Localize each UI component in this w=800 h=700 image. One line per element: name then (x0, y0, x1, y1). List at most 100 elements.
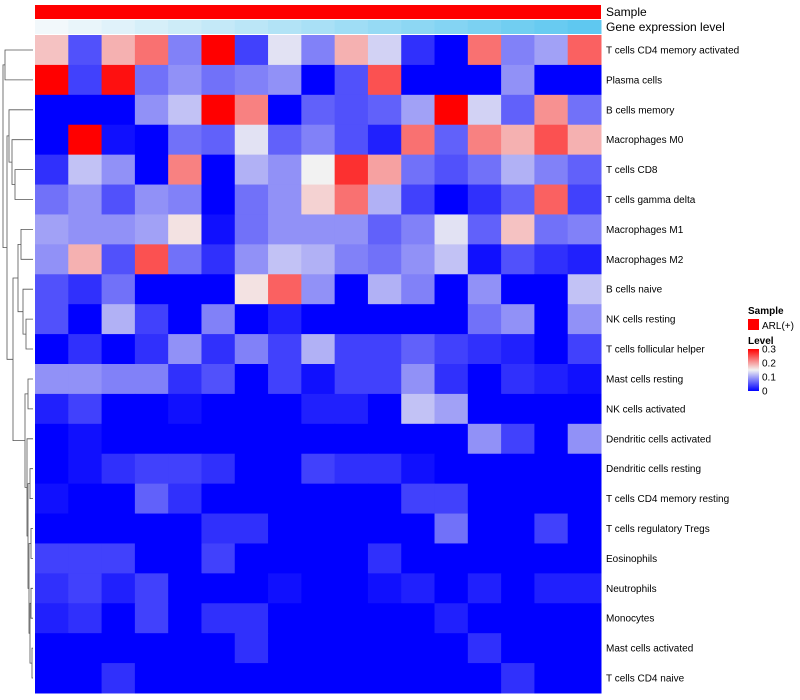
heatmap-cell (334, 483, 369, 515)
heatmap-cell (201, 244, 236, 275)
heatmap-cell (334, 94, 369, 126)
heatmap-cell (68, 663, 103, 694)
heatmap-cell (367, 214, 402, 245)
heatmap-cell (101, 483, 136, 515)
heatmap-cell (168, 423, 202, 455)
heatmap-cell (201, 184, 236, 215)
heatmap-cell (234, 543, 269, 574)
heatmap-cell (168, 154, 202, 186)
heatmap-cell (567, 663, 602, 694)
heatmap-cell (401, 543, 436, 574)
heatmap-cell (434, 334, 469, 365)
heatmap-cell (168, 334, 202, 365)
heatmap-cell (201, 603, 236, 634)
heatmap-cell (134, 573, 169, 604)
expression-cell (201, 20, 236, 34)
dendrogram-branch (31, 647, 33, 679)
heatmap-cell (35, 184, 69, 215)
dendrogram-branch (29, 468, 33, 499)
row-label: Macrophages M1 (606, 225, 684, 236)
heatmap-cell (68, 603, 103, 634)
heatmap-cell (501, 543, 535, 574)
heatmap-cell (35, 423, 69, 455)
heatmap-cell (534, 304, 569, 335)
heatmap-cell (367, 124, 402, 156)
heatmap-cell (234, 184, 269, 215)
heatmap-cell (434, 393, 469, 425)
heatmap-cell (434, 244, 469, 275)
heatmap-cell (334, 543, 369, 574)
heatmap-cell (201, 334, 236, 365)
heatmap-cell (234, 603, 269, 634)
heatmap-cell (367, 304, 402, 335)
row-label: NK cells activated (606, 404, 685, 415)
legend-sample-item: ARL(+) (762, 321, 794, 332)
heatmap-cell (301, 483, 336, 515)
heatmap-cell (467, 483, 502, 515)
heatmap-cell (168, 513, 202, 544)
heatmap-cell (401, 244, 436, 275)
heatmap-cell (301, 513, 336, 544)
heatmap-cell (134, 423, 169, 455)
heatmap-cell (68, 94, 103, 126)
heatmap-cell (467, 64, 502, 96)
expression-cell (68, 20, 103, 34)
heatmap-cell (434, 94, 469, 126)
heatmap-cell (268, 663, 302, 694)
heatmap-cell (334, 453, 369, 485)
heatmap-cell (68, 393, 103, 425)
heatmap-cell (367, 483, 402, 515)
heatmap-cell (134, 663, 169, 694)
heatmap-cell (434, 573, 469, 604)
heatmap-cell (534, 35, 569, 66)
heatmap-cell (401, 184, 436, 215)
heatmap-cell (401, 334, 436, 365)
expression-annotation-title: Gene expression level (606, 20, 725, 34)
heatmap-cell (234, 483, 269, 515)
heatmap-cell (301, 334, 336, 365)
heatmap-cell (501, 483, 535, 515)
heatmap-cell (301, 244, 336, 275)
heatmap-cell (434, 513, 469, 544)
row-label: B cells naive (606, 285, 663, 296)
heatmap-cell (168, 603, 202, 634)
heatmap-cell (501, 334, 535, 365)
legend-tick-label: 0.2 (762, 359, 776, 370)
heatmap-cell (501, 603, 535, 634)
row-label: Macrophages M2 (606, 255, 684, 266)
heatmap-cell (268, 274, 302, 305)
heatmap-cell (434, 214, 469, 245)
heatmap-cell (134, 35, 169, 66)
heatmap-cell (134, 364, 169, 395)
heatmap-cell (234, 124, 269, 156)
heatmap-cell (501, 423, 535, 455)
dendrogram-branch (27, 378, 33, 410)
heatmap-cell (434, 633, 469, 664)
row-label: Eosinophils (606, 554, 657, 565)
heatmap-cell (434, 124, 469, 156)
row-label: T cells CD4 naive (606, 674, 685, 685)
heatmap-cell (467, 244, 502, 275)
heatmap-cell (401, 94, 436, 126)
row-label: Mast cells activated (606, 644, 693, 655)
heatmap-cell (534, 603, 569, 634)
heatmap-cell (168, 393, 202, 425)
expression-cell (268, 20, 302, 34)
heatmap-cell (401, 154, 436, 186)
heatmap-cell (434, 64, 469, 96)
heatmap-cell (101, 94, 136, 126)
heatmap-cell (201, 423, 236, 455)
heatmap-cell (101, 663, 136, 694)
expression-cell (334, 20, 369, 34)
heatmap-cell (134, 603, 169, 634)
heatmap-cell (268, 573, 302, 604)
heatmap-cell (201, 364, 236, 395)
heatmap-cell (101, 124, 136, 156)
heatmap-cell (567, 154, 602, 186)
heatmap-cell (501, 94, 535, 126)
heatmap-cell (201, 483, 236, 515)
heatmap-cell (168, 244, 202, 275)
heatmap-cell (467, 393, 502, 425)
heatmap-cell (35, 393, 69, 425)
heatmap-cell (268, 603, 302, 634)
